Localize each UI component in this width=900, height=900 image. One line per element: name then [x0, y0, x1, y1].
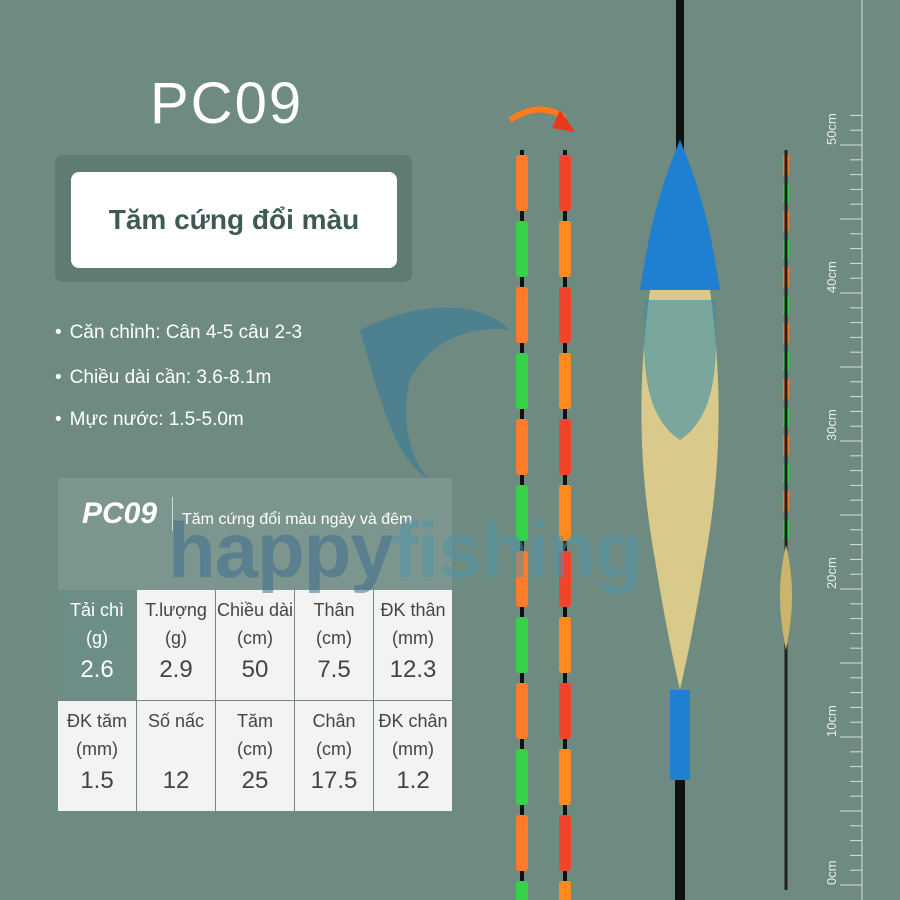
- cell-label: Thân: [313, 600, 355, 620]
- table-cell: Tăm (cm) 25: [216, 701, 294, 811]
- decoration: [516, 683, 528, 739]
- decoration: [516, 815, 528, 871]
- decoration: [559, 683, 571, 739]
- table-cell: Chân (cm) 17.5: [295, 701, 373, 811]
- table-cell: ĐK thân (mm) 12.3: [374, 590, 452, 700]
- cell-label: Chiều dài: [216, 600, 294, 620]
- cell-label: ĐK tăm: [66, 711, 127, 731]
- decoration: [559, 617, 571, 673]
- cell-value: 12.3: [389, 656, 437, 683]
- cell-label: (g): [165, 628, 187, 648]
- badge: Tăm cứng đổi màu: [71, 172, 397, 268]
- cell-value: 12: [162, 767, 190, 794]
- bullet: Căn chỉnh: Cân 4-5 câu 2-3: [55, 322, 302, 344]
- decoration: [559, 287, 571, 343]
- decoration: [516, 221, 528, 277]
- bullet: Mực nước: 1.5-5.0m: [55, 409, 244, 431]
- decoration: [559, 551, 571, 607]
- ruler-label: 40cm: [824, 261, 839, 293]
- table-cell: Thân (cm) 7.5: [295, 590, 373, 700]
- table-subtitle: Tăm cứng đổi màu ngày và đêm: [182, 511, 413, 528]
- cell-label: (cm): [237, 739, 273, 759]
- separator: [172, 497, 173, 531]
- table-cell: Số nấc 12: [137, 701, 215, 811]
- decoration: [559, 419, 571, 475]
- cell-value: 2.6: [80, 656, 114, 683]
- decoration: [559, 815, 571, 871]
- table-cell: ĐK chân (mm) 1.2: [374, 701, 452, 811]
- watermark-part: happy: [168, 506, 394, 594]
- decoration: [516, 551, 528, 607]
- table-header: [58, 478, 452, 590]
- cell-value: 50: [241, 656, 269, 683]
- cell-value: 25: [241, 767, 269, 794]
- cell-label: ĐK thân: [380, 600, 446, 620]
- table-model: PC09: [82, 497, 158, 530]
- cell-label: (g): [86, 628, 108, 648]
- cell-value: 1.2: [396, 767, 430, 794]
- cell-label: Tăm: [237, 711, 273, 731]
- ruler-label: 10cm: [824, 705, 839, 737]
- cell-label: (cm): [316, 628, 352, 648]
- cell-label: Số nấc: [147, 711, 205, 731]
- decoration: [516, 485, 528, 541]
- cell-value: 2.9: [159, 656, 193, 683]
- cell-label: T.lượng: [145, 600, 207, 620]
- decoration: [516, 749, 528, 805]
- decoration: [559, 881, 571, 900]
- cell-label: (mm): [392, 628, 434, 648]
- cell-label: ĐK chân: [378, 711, 448, 731]
- decoration: [516, 881, 528, 900]
- bullet: Chiều dài cần: 3.6-8.1m: [55, 367, 272, 389]
- table-cell: T.lượng (g) 2.9: [137, 590, 215, 700]
- cell-value: 7.5: [317, 656, 351, 683]
- title: PC09: [150, 71, 304, 136]
- cell-label: (mm): [392, 739, 434, 759]
- cell-value: 17.5: [310, 767, 358, 794]
- decoration: [559, 749, 571, 805]
- decoration: [516, 155, 528, 211]
- decoration: [516, 287, 528, 343]
- table-cell: Chiều dài (cm) 50: [216, 590, 294, 700]
- decoration: [559, 353, 571, 409]
- decoration: [559, 155, 571, 211]
- decoration: [516, 617, 528, 673]
- ruler-label: 30cm: [824, 409, 839, 441]
- table-cell: ĐK tăm (mm) 1.5: [58, 701, 136, 811]
- decoration: [516, 419, 528, 475]
- cell-label: Chân: [312, 711, 356, 731]
- ruler-label: 20cm: [824, 557, 839, 589]
- ruler-label: 0cm: [824, 860, 839, 885]
- cell-label: Tải chì: [69, 600, 125, 620]
- watermark: happyfishing: [168, 505, 643, 596]
- decoration: [559, 221, 571, 277]
- decoration: [559, 485, 571, 541]
- cell-label: (cm): [316, 739, 352, 759]
- decoration: [516, 353, 528, 409]
- cell-label: (mm): [76, 739, 118, 759]
- cell-value: 1.5: [80, 767, 114, 794]
- cell-label: (cm): [237, 628, 273, 648]
- ruler-label: 50cm: [824, 113, 839, 145]
- watermark-part: fishing: [392, 506, 643, 594]
- table-cell: Tải chì (g) 2.6: [58, 590, 136, 700]
